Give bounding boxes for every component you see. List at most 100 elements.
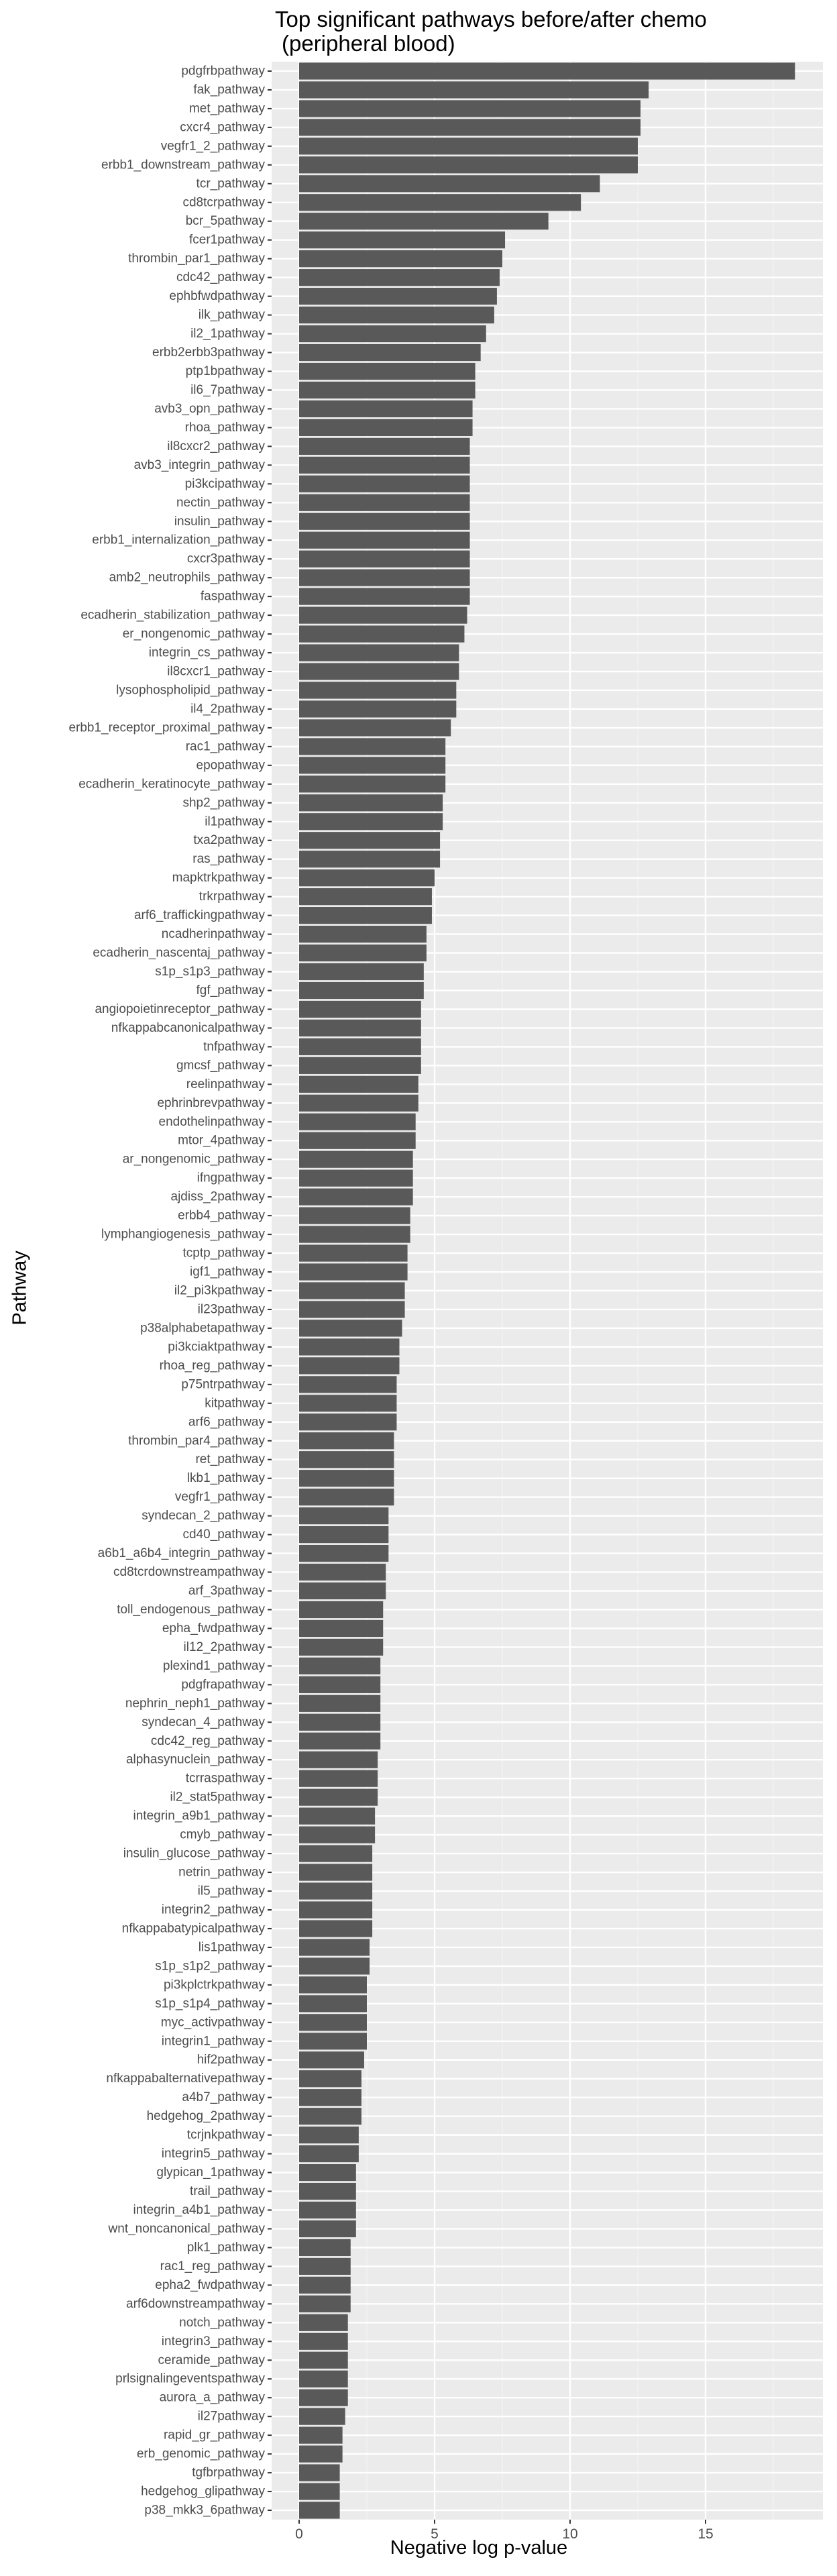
bar: [299, 2464, 340, 2481]
bar: [299, 1320, 402, 1337]
y-tick-label: lymphangiogenesis_pathway: [101, 1228, 265, 1242]
y-tick-label: il27pathway: [198, 2410, 266, 2424]
bar: [299, 1601, 384, 1619]
y-tick-label: ilk_pathway: [199, 308, 266, 322]
bar: [299, 2127, 359, 2144]
bar: [299, 1075, 418, 1093]
y-tick-label: il1pathway: [205, 814, 265, 828]
bar: [299, 343, 481, 362]
bar: [299, 888, 432, 906]
bar: [299, 569, 470, 586]
bar: [299, 606, 467, 624]
bar: [299, 2408, 345, 2425]
y-tick-label: er_nongenomic_pathway: [123, 627, 266, 641]
y-tick-label: rhoa_reg_pathway: [160, 1358, 266, 1373]
y-tick-label: p38alphabetapathway: [140, 1321, 265, 1335]
y-tick-label: integrin3_pathway: [162, 2334, 266, 2349]
bar: [299, 1882, 373, 1900]
bar: [299, 1751, 378, 1768]
y-tick-label: s1p_s1p4_pathway: [155, 1996, 265, 2010]
bar: [299, 531, 470, 549]
bar: [299, 813, 443, 830]
bar: [299, 1301, 405, 1318]
bar: [299, 1732, 381, 1750]
y-tick-label: bcr_5pathway: [186, 214, 266, 228]
y-tick-label: amb2_neutrophils_pathway: [109, 571, 266, 585]
bar: [299, 1695, 381, 1712]
x-axis-title: Negative log p-value: [390, 2537, 568, 2559]
y-tick-label: nfkappabcanonicalpathway: [111, 1021, 266, 1035]
bar: [299, 644, 459, 661]
bar: [299, 1713, 381, 1731]
y-tick-label: tcptp_pathway: [182, 1246, 265, 1260]
bar: [299, 1995, 367, 2012]
y-tick-label: integrin_cs_pathway: [149, 646, 266, 660]
bar: [299, 1000, 421, 1018]
y-tick-label: il8cxcr1_pathway: [167, 665, 265, 679]
bar: [299, 381, 476, 399]
y-tick-label: cdc42_reg_pathway: [151, 1734, 266, 1748]
y-tick-label: il2_1pathway: [190, 327, 265, 341]
bar: [299, 119, 641, 136]
y-tick-label: fak_pathway: [193, 83, 265, 97]
bar: [299, 1489, 394, 1506]
y-tick-label: arf_3pathway: [188, 1584, 266, 1598]
bar: [299, 2033, 367, 2050]
y-tick-label: ncadherinpathway: [162, 927, 266, 941]
bar: [299, 1676, 381, 1693]
y-tick-label: hedgehog_2pathway: [147, 2109, 266, 2123]
y-tick-label: p75ntrpathway: [181, 1377, 265, 1391]
bar: [299, 2014, 367, 2031]
y-tick-label: igf1_pathway: [190, 1265, 265, 1279]
y-tick-label: erbb4_pathway: [178, 1209, 265, 1223]
y-tick-label: fcer1pathway: [189, 233, 266, 247]
y-tick-label: vegfr1_2_pathway: [161, 139, 266, 153]
bar: [299, 1920, 373, 1937]
bar: [299, 2370, 348, 2387]
y-tick-label: notch_pathway: [179, 2316, 265, 2330]
bar: [299, 588, 470, 605]
bar: [299, 231, 506, 249]
y-tick-label: il23pathway: [198, 1302, 266, 1316]
chart-subtitle: (peripheral blood): [282, 31, 455, 56]
bar: [299, 1376, 397, 1393]
bar: [299, 400, 473, 418]
bar: [299, 2502, 340, 2519]
bar: [299, 1470, 394, 1487]
bar: [299, 1263, 408, 1281]
y-tick-label: cd8tcrpathway: [182, 195, 265, 209]
bar: [299, 2201, 356, 2219]
bar: [299, 138, 638, 155]
x-tick-label: 10: [562, 2526, 577, 2542]
y-tick-label: syndecan_2_pathway: [142, 1509, 265, 1523]
y-tick-label: epopathway: [197, 758, 266, 772]
bar: [299, 1150, 413, 1168]
y-tick-label: lkb1_pathway: [187, 1471, 266, 1485]
bar: [299, 2070, 361, 2088]
y-tick-label: endothelinpathway: [159, 1115, 266, 1129]
y-tick-label: ephbfwdpathway: [169, 289, 265, 303]
bar: [299, 550, 470, 568]
y-tick-label: ephrinbrevpathway: [157, 1096, 265, 1110]
y-tick-label: prlsignalingeventspathway: [115, 2372, 265, 2386]
y-tick-label: epha_fwdpathway: [162, 1621, 266, 1635]
bar: [299, 1413, 397, 1431]
y-tick-label: arf6_pathway: [188, 1415, 266, 1429]
bar: [299, 1207, 410, 1224]
y-tick-label: wnt_noncanonical_pathway: [108, 2222, 266, 2236]
bar: [299, 1657, 381, 1674]
bar: [299, 1619, 384, 1638]
y-tick-label: ajdiss_2pathway: [171, 1190, 266, 1204]
y-tick-label: pdgfrapathway: [181, 1678, 265, 1692]
bar: [299, 1788, 378, 1806]
y-tick-label: glypican_1pathway: [156, 2165, 265, 2180]
bar: [299, 2332, 348, 2350]
y-tick-label: ecadherin_stabilization_pathway: [80, 608, 265, 623]
y-axis-title: Pathway: [9, 1250, 31, 1326]
bar: [299, 719, 451, 737]
y-tick-label: il2_pi3kpathway: [174, 1284, 266, 1298]
bar: [299, 2145, 359, 2163]
bar: [299, 981, 424, 1000]
y-tick-label: gmcsf_pathway: [176, 1059, 266, 1073]
